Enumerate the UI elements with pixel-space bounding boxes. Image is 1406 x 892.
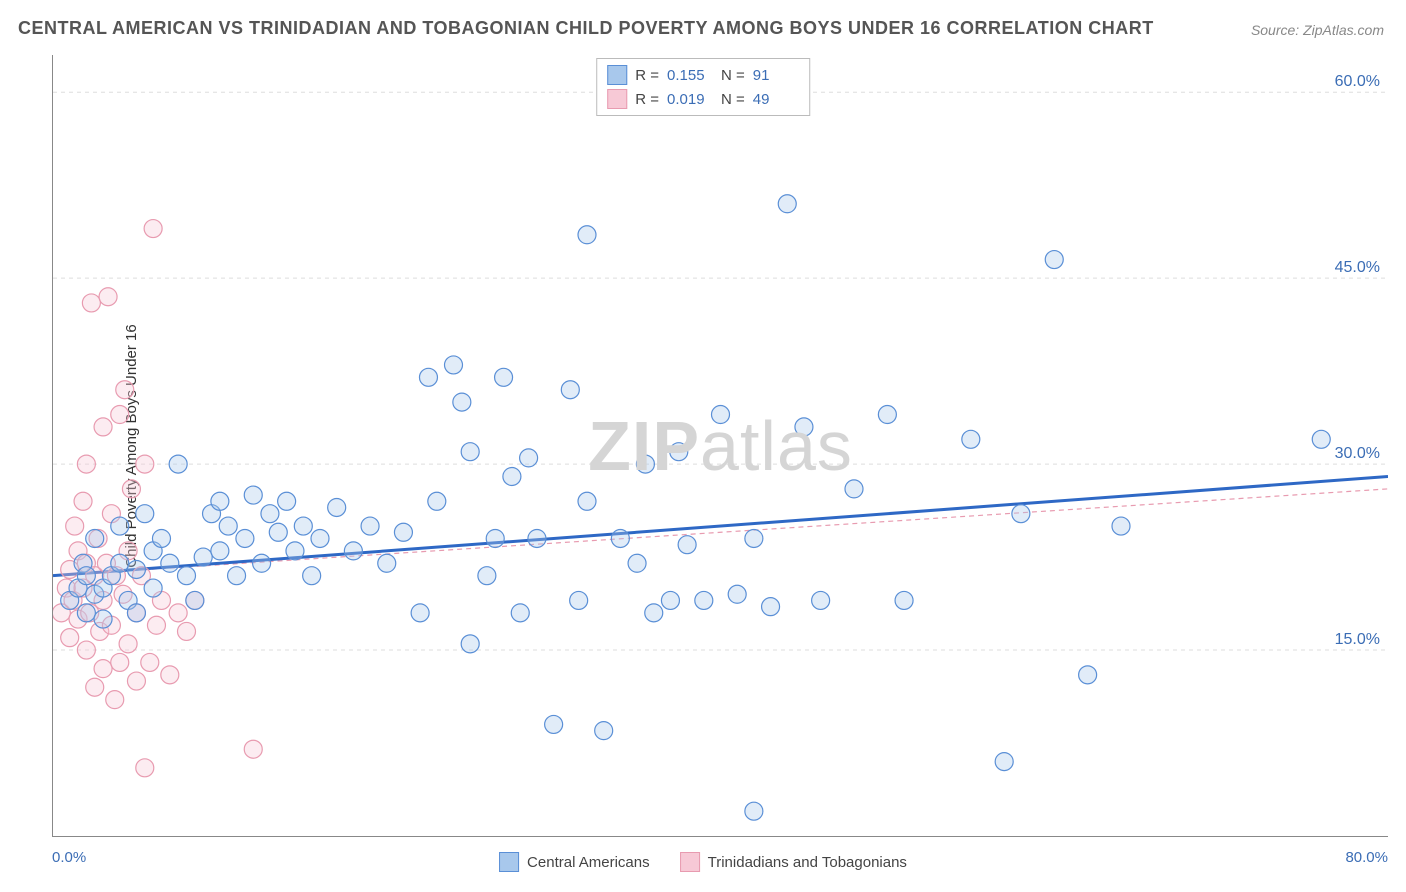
correlation-legend: R = 0.155 N = 91 R = 0.019 N = 49	[596, 58, 810, 116]
n-value-2: 49	[753, 91, 799, 108]
plot-area: 15.0%30.0%45.0%60.0% ZIPatlas	[52, 55, 1388, 837]
n-label: N =	[721, 67, 745, 84]
legend-label-2: Trinidadians and Tobagonians	[708, 854, 907, 871]
swatch-bottom-1	[499, 852, 519, 872]
legend-item-1: Central Americans	[499, 852, 650, 872]
r-label: R =	[635, 67, 659, 84]
svg-text:45.0%: 45.0%	[1335, 259, 1380, 276]
swatch-series-2	[607, 89, 627, 109]
legend-row-series-2: R = 0.019 N = 49	[607, 87, 799, 111]
legend-row-series-1: R = 0.155 N = 91	[607, 63, 799, 87]
swatch-series-1	[607, 65, 627, 85]
series-legend: Central Americans Trinidadians and Tobag…	[499, 852, 907, 872]
source-attribution: Source: ZipAtlas.com	[1251, 22, 1384, 38]
legend-item-2: Trinidadians and Tobagonians	[680, 852, 907, 872]
legend-label-1: Central Americans	[527, 854, 650, 871]
x-axis-min-label: 0.0%	[52, 849, 86, 866]
svg-text:60.0%: 60.0%	[1335, 73, 1380, 90]
n-label: N =	[721, 91, 745, 108]
r-value-1: 0.155	[667, 67, 713, 84]
svg-text:15.0%: 15.0%	[1335, 631, 1380, 648]
swatch-bottom-2	[680, 852, 700, 872]
x-axis-max-label: 80.0%	[1345, 849, 1388, 866]
chart-container: CENTRAL AMERICAN VS TRINIDADIAN AND TOBA…	[0, 0, 1406, 892]
n-value-1: 91	[753, 67, 799, 84]
svg-text:30.0%: 30.0%	[1335, 445, 1380, 462]
r-value-2: 0.019	[667, 91, 713, 108]
chart-title: CENTRAL AMERICAN VS TRINIDADIAN AND TOBA…	[18, 18, 1154, 39]
r-label: R =	[635, 91, 659, 108]
scatter-svg: 15.0% 30.0% 45.0% 60.0%	[53, 55, 1388, 836]
